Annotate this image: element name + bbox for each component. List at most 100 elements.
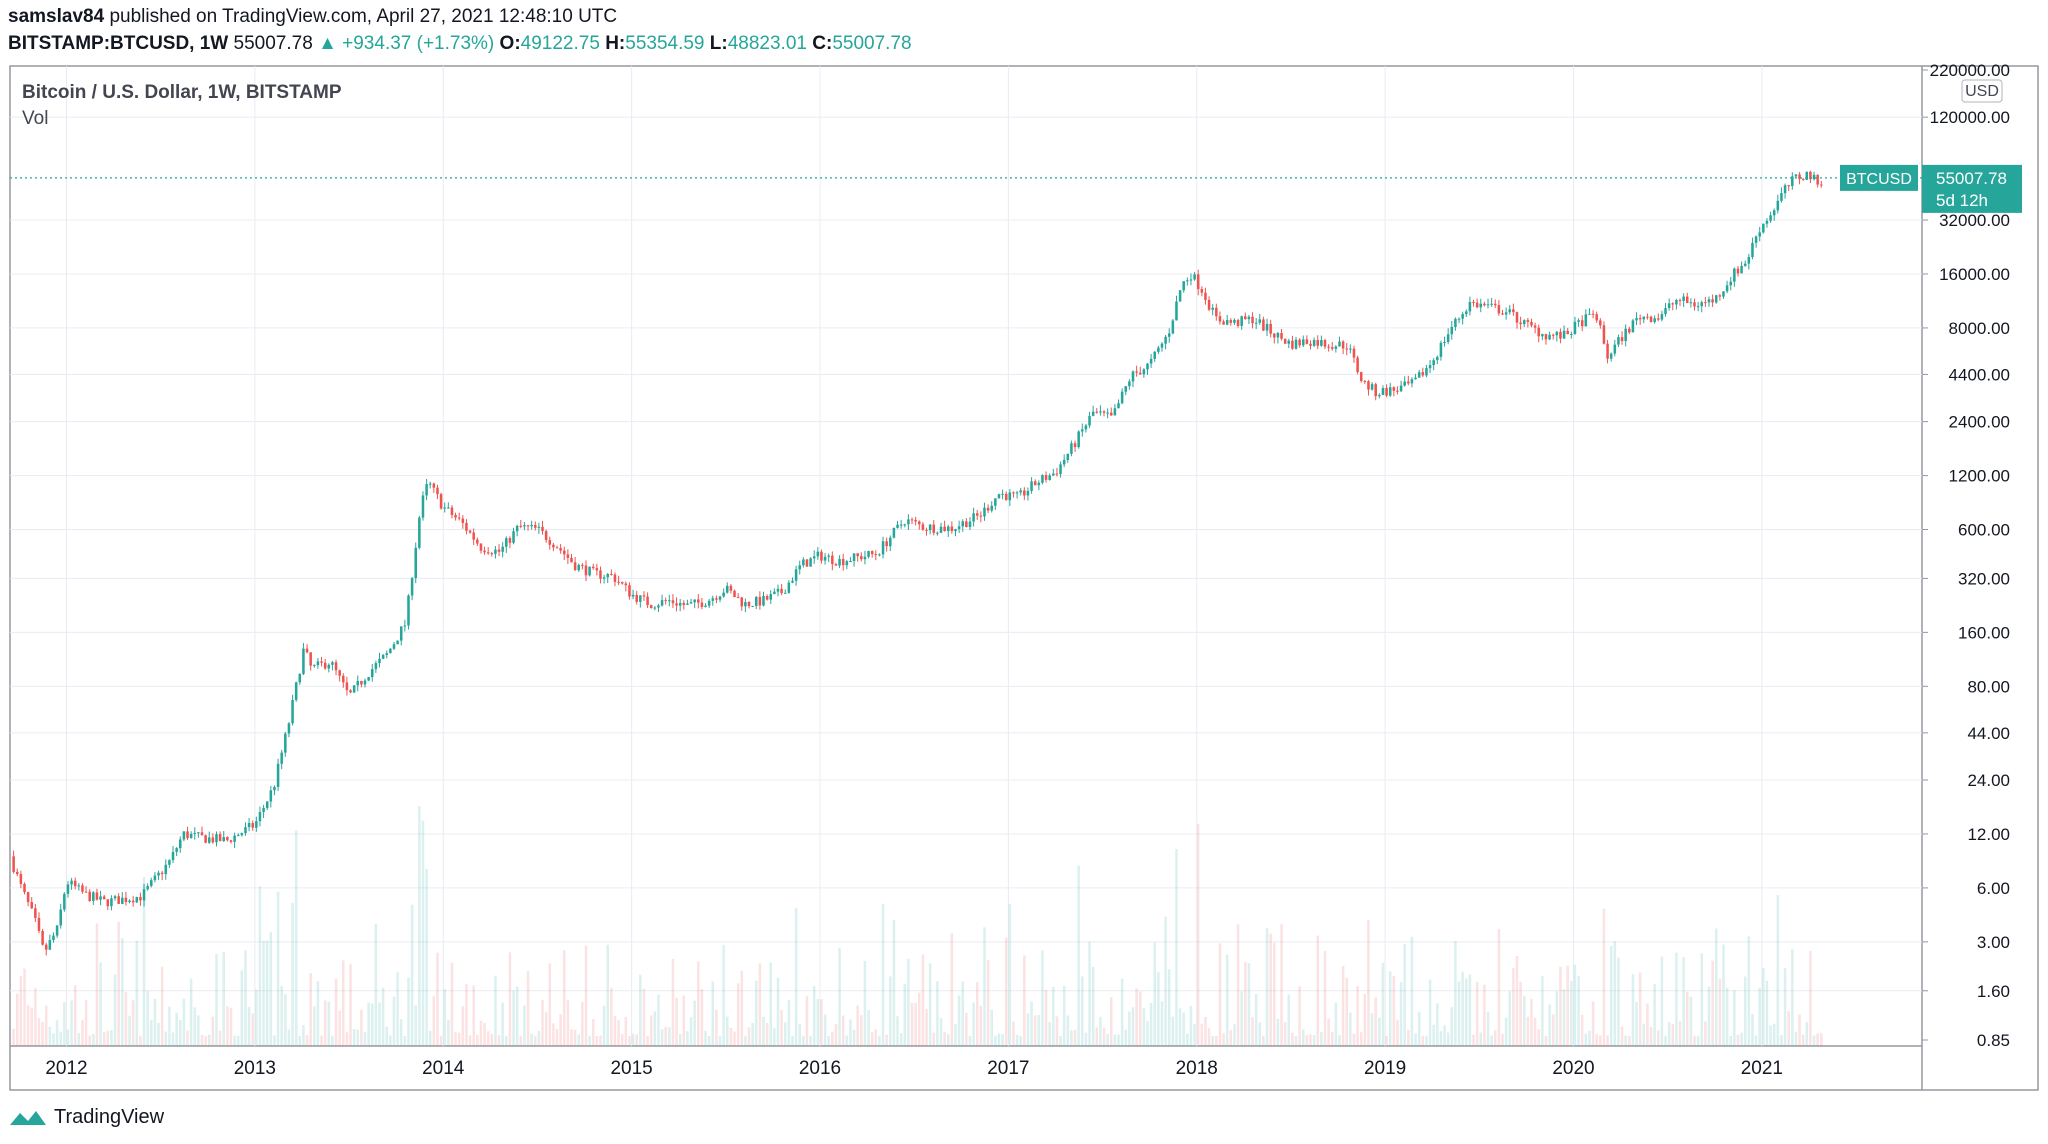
volume-bar: [852, 1029, 856, 1046]
volume-bar: [762, 1016, 765, 1046]
volume-bar: [834, 1023, 838, 1046]
volume-bar: [736, 983, 740, 1046]
candle-body: [378, 658, 381, 664]
volume-bar: [1044, 990, 1048, 1046]
candle-body: [1591, 313, 1595, 315]
volume-bar: [1059, 1035, 1062, 1046]
candle-body: [1330, 347, 1334, 349]
candle-body: [1385, 388, 1388, 396]
volume-bar: [1693, 1035, 1696, 1046]
candle-body: [1696, 306, 1700, 308]
footer-brand[interactable]: TradingView: [8, 1106, 164, 1129]
candle-body: [280, 752, 283, 764]
candle-body: [150, 880, 153, 886]
candle-body: [617, 581, 620, 583]
candle-body: [918, 521, 921, 525]
volume-bar: [1657, 1030, 1660, 1046]
volume-bar: [1062, 985, 1066, 1046]
volume-bar: [1120, 978, 1124, 1046]
candle-body: [1298, 339, 1301, 346]
candle-body: [1077, 431, 1080, 448]
candle-body: [1646, 316, 1649, 318]
volume-bar: [414, 1005, 417, 1046]
candle-body: [309, 652, 312, 666]
candle-body: [534, 524, 537, 528]
candle-body: [1436, 356, 1439, 361]
volume-bar: [1251, 1017, 1254, 1046]
candle-body: [700, 602, 704, 608]
volume-bar: [468, 1035, 472, 1046]
candle-body: [1671, 303, 1675, 305]
candle-body: [1432, 360, 1435, 366]
volume-bar: [30, 1007, 34, 1046]
volume-bar: [1164, 916, 1167, 1046]
candle-body: [1809, 171, 1812, 180]
volume-bar: [1218, 943, 1222, 1046]
volume-bar: [396, 972, 399, 1046]
volume-bar: [758, 963, 762, 1046]
candle-body: [1258, 319, 1262, 323]
candle-body: [1816, 174, 1819, 185]
volume-bar: [972, 1002, 975, 1046]
candle-body: [660, 600, 664, 606]
candle-body: [693, 599, 696, 603]
candle-body: [1620, 337, 1624, 342]
volume-bar: [356, 1029, 360, 1046]
volume-bar: [15, 993, 19, 1046]
volume-bar: [178, 1020, 182, 1046]
volume-bar: [867, 1010, 870, 1046]
candle-body: [1570, 334, 1573, 336]
candle-body: [1468, 301, 1472, 312]
candle-body: [1642, 316, 1646, 320]
candle-body: [1301, 339, 1305, 346]
volume-bar: [700, 988, 704, 1046]
volume-bar: [1533, 1017, 1537, 1046]
volume-bar: [1537, 1029, 1540, 1046]
volume-bar: [1088, 941, 1091, 1046]
volume-bar: [1334, 1002, 1338, 1046]
footer-brand-label: TradingView: [54, 1106, 165, 1128]
volume-bar: [918, 992, 921, 1046]
currency-button[interactable]: [1961, 79, 2003, 103]
volume-bar: [135, 940, 139, 1046]
candle-body: [1617, 337, 1620, 345]
time-tick-label: 2016: [799, 1058, 841, 1079]
volume-bar: [624, 1016, 628, 1046]
volume-bar: [1240, 991, 1243, 1046]
candle-body: [816, 551, 820, 557]
volume-bar: [331, 1035, 334, 1046]
volume-bar: [704, 1030, 707, 1046]
volume-bar: [1816, 1033, 1819, 1046]
volume-bar: [251, 1013, 254, 1046]
volume-bar: [961, 981, 965, 1046]
candle-body: [396, 640, 399, 645]
candle-body: [1128, 381, 1131, 387]
volume-bar: [370, 1003, 374, 1046]
volume-bar: [1751, 1013, 1754, 1046]
volume-bar: [1475, 982, 1479, 1046]
time-tick-label: 2015: [610, 1058, 652, 1079]
volume-bar: [1530, 998, 1533, 1046]
volume-bar: [1660, 956, 1664, 1046]
candle-body: [1497, 305, 1501, 314]
volume-bar: [1037, 1015, 1041, 1046]
candle-body: [910, 519, 914, 521]
volume-bar: [787, 999, 791, 1046]
candle-body: [1711, 299, 1714, 303]
volume-bar: [1269, 933, 1272, 1046]
candle-body: [1254, 322, 1258, 324]
candle-body: [972, 513, 975, 522]
volume-bar: [928, 963, 932, 1046]
volume-bar: [305, 1035, 309, 1046]
volume-bar: [885, 1034, 888, 1046]
volume-bar: [1359, 1032, 1363, 1046]
volume-bar: [360, 1009, 363, 1046]
volume-bar: [421, 820, 425, 1046]
volume-bar: [1754, 1035, 1758, 1046]
candle-body: [1236, 319, 1240, 326]
volume-bar: [1352, 1033, 1356, 1046]
candle-body: [1508, 309, 1512, 313]
candle-body: [273, 786, 276, 791]
candle-body: [1465, 311, 1468, 315]
